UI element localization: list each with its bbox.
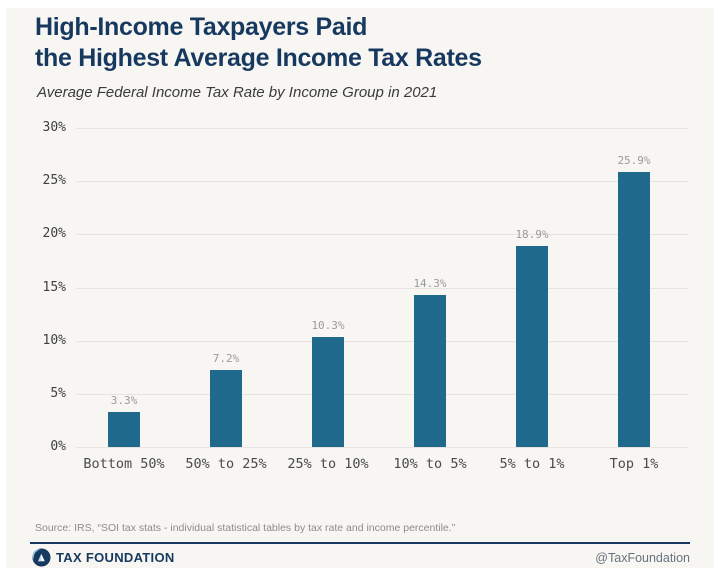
bar-value-label: 3.3% — [110, 393, 138, 407]
gridline — [76, 447, 688, 448]
gridline — [76, 181, 688, 183]
bar — [210, 370, 242, 447]
bar-value-label: 18.9% — [515, 228, 549, 242]
brand-lockup: TAX FOUNDATION — [32, 548, 175, 567]
footer-divider — [30, 542, 690, 544]
bar-value-label: 7.2% — [212, 352, 240, 366]
page-title: High-Income Taxpayers Paid the Highest Av… — [35, 12, 482, 74]
y-tick-label: 0% — [50, 439, 66, 454]
taxfoundation-logo-icon — [32, 548, 51, 567]
x-category-label: Bottom 50% — [83, 456, 165, 472]
bar — [108, 411, 140, 447]
gridline — [76, 234, 688, 236]
gridline — [76, 340, 688, 342]
x-category-label: 10% to 5% — [393, 456, 467, 472]
brand-name: TAX FOUNDATION — [56, 550, 175, 565]
bar — [414, 294, 446, 447]
chart-subtitle: Average Federal Income Tax Rate by Incom… — [37, 84, 438, 101]
y-tick-label: 20% — [42, 226, 66, 242]
bar — [618, 171, 650, 447]
bar-value-label: 25.9% — [617, 153, 651, 167]
y-tick-label: 5% — [50, 385, 66, 401]
source-note: Source: IRS, “SOI tax stats - individual… — [35, 522, 456, 534]
y-axis: 30% 25% 20% 15% 10% 5% 0% — [0, 120, 66, 454]
bar-chart-plot: 3.3% 7.2% 10.3% 14.3% 18.9% 25.9% — [76, 128, 688, 448]
gridline — [76, 128, 688, 129]
page-title-line2: the Highest Average Income Tax Rates — [35, 44, 482, 72]
page-title-line1: High-Income Taxpayers Paid — [35, 13, 368, 41]
x-category-label: 25% to 10% — [287, 456, 369, 472]
x-category-label: 5% to 1% — [499, 456, 565, 472]
bar-value-label: 10.3% — [311, 319, 345, 333]
bar — [516, 246, 548, 447]
bar — [312, 337, 344, 447]
gridline — [76, 287, 688, 289]
gridline — [76, 393, 688, 395]
bar-value-label: 14.3% — [413, 276, 447, 290]
y-tick-label: 30% — [42, 120, 66, 135]
social-handle: @TaxFoundation — [595, 551, 690, 565]
y-tick-label: 10% — [42, 332, 66, 348]
y-tick-label: 15% — [42, 279, 66, 295]
x-category-label: 50% to 25% — [185, 456, 267, 472]
y-tick-label: 25% — [42, 173, 66, 189]
x-category-label: Top 1% — [609, 456, 659, 472]
x-axis: Bottom 50% 50% to 25% 25% to 10% 10% to 5% 5… — [76, 456, 688, 476]
